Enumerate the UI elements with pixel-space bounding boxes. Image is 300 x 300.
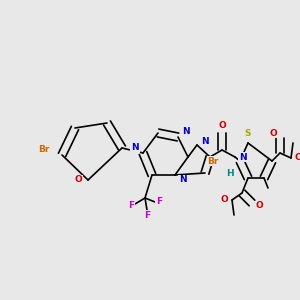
Text: O: O: [294, 154, 300, 163]
Text: N: N: [182, 128, 190, 136]
Text: H: H: [226, 169, 234, 178]
Text: S: S: [245, 130, 251, 139]
Text: O: O: [74, 176, 82, 184]
Text: N: N: [131, 143, 139, 152]
Text: N: N: [201, 137, 209, 146]
Text: O: O: [269, 128, 277, 137]
Text: N: N: [179, 176, 187, 184]
Text: N: N: [239, 152, 247, 161]
Text: F: F: [128, 200, 134, 209]
Text: O: O: [220, 196, 228, 205]
Text: Br: Br: [207, 157, 219, 166]
Text: Br: Br: [38, 146, 50, 154]
Text: F: F: [156, 197, 162, 206]
Text: O: O: [218, 121, 226, 130]
Text: O: O: [255, 202, 263, 211]
Text: F: F: [144, 211, 150, 220]
